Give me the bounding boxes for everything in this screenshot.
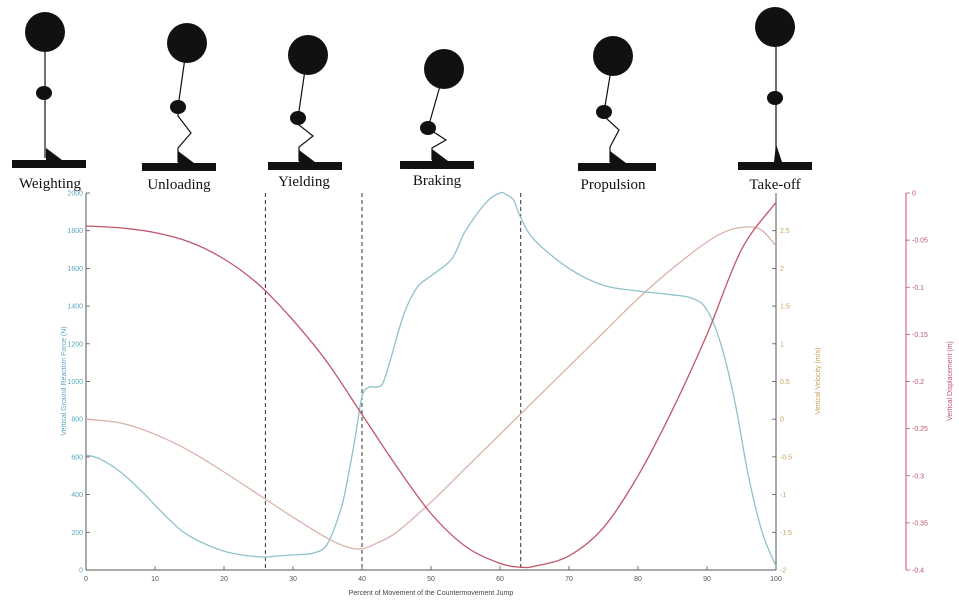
force-tick-label: 1000 xyxy=(67,379,83,386)
force-series-line xyxy=(85,191,777,567)
force-tick-label: 1600 xyxy=(67,266,83,273)
displacement-axis-title: Vertical Displacement (m) xyxy=(947,341,954,421)
phase-label-weighting: Weighting xyxy=(19,176,82,192)
displacement-tick-label: -0.3 xyxy=(912,473,924,480)
x-tick-label: 0 xyxy=(84,576,88,583)
force-tick-label: 2000 xyxy=(67,191,83,198)
velocity-tick-label: 2.5 xyxy=(780,228,790,235)
phase-label-braking: Braking xyxy=(413,173,462,189)
phase-label-unloading: Unloading xyxy=(147,177,211,193)
displacement-tick-label: -0.1 xyxy=(912,285,924,292)
displacement-tick-label: -0.4 xyxy=(912,568,924,575)
x-tick-label: 60 xyxy=(496,576,504,583)
x-tick-label: 30 xyxy=(289,576,297,583)
displacement-tick-label: -0.25 xyxy=(912,426,928,433)
phase-figure-yielding xyxy=(268,35,342,170)
phase-label-yielding: Yielding xyxy=(278,174,330,190)
velocity-series-line xyxy=(85,226,777,550)
force-tick-label: 0 xyxy=(79,568,83,575)
velocity-tick-label: 1 xyxy=(780,341,784,348)
force-tick-label: 600 xyxy=(71,454,83,461)
force-tick-label: 1200 xyxy=(67,341,83,348)
phase-figure-weighting xyxy=(12,12,86,168)
force-tick-label: 200 xyxy=(71,530,83,537)
velocity-tick-label: -1 xyxy=(780,492,786,499)
plot-area: 0 10 20 30 40 50 60 70 80 90 100020040060080010001… xyxy=(67,191,928,584)
force-tick-label: 1400 xyxy=(67,304,83,311)
displacement-tick-label: -0.15 xyxy=(912,332,928,339)
force-tick-label: 800 xyxy=(71,417,83,424)
x-axis-title: Percent of Movement of the Countermoveme… xyxy=(349,590,514,597)
displacement-tick-label: 0 xyxy=(912,191,916,198)
displacement-tick-label: -0.35 xyxy=(912,520,928,527)
x-tick-label: 10 xyxy=(151,576,159,583)
x-tick-label: 20 xyxy=(220,576,228,583)
velocity-tick-label: 2 xyxy=(780,266,784,273)
x-tick-label: 100 xyxy=(770,576,782,583)
velocity-axis-title: Vertical Velocity (m/s) xyxy=(815,348,822,415)
velocity-tick-label: 0.5 xyxy=(780,379,790,386)
phase-label-propulsion: Propulsion xyxy=(580,177,646,193)
phase-figure-braking xyxy=(400,49,474,169)
force-tick-label: 1800 xyxy=(67,228,83,235)
velocity-tick-label: -0.5 xyxy=(780,454,792,461)
force-axis-title: Vertical Ground Reaction Force (N) xyxy=(61,326,68,435)
x-tick-label: 40 xyxy=(358,576,366,583)
phase-figure-propulsion xyxy=(578,36,656,171)
displacement-tick-label: -0.05 xyxy=(912,238,928,245)
x-tick-label: 70 xyxy=(565,576,573,583)
x-tick-label: 50 xyxy=(427,576,435,583)
x-tick-label: 90 xyxy=(703,576,711,583)
displacement-tick-label: -0.2 xyxy=(912,379,924,386)
velocity-tick-label: 0 xyxy=(780,417,784,424)
displacement-series-line xyxy=(85,202,777,569)
velocity-tick-label: -1.5 xyxy=(780,530,792,537)
force-tick-label: 400 xyxy=(71,492,83,499)
phase-figure-take-off xyxy=(738,7,812,170)
x-tick-label: 80 xyxy=(634,576,642,583)
velocity-tick-label: 1.5 xyxy=(780,304,790,311)
phase-label-take-off: Take-off xyxy=(749,177,800,193)
phase-figure-unloading xyxy=(142,23,216,171)
velocity-tick-label: -2 xyxy=(780,568,786,575)
